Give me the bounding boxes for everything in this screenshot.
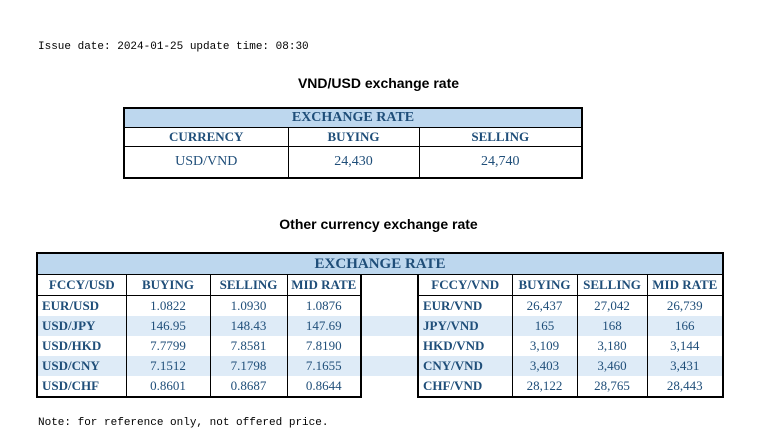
column-header-fccy-vnd: FCCY/VND — [417, 274, 513, 296]
mid-rate-cell: 1.0876 — [286, 295, 362, 316]
spacer-cell — [361, 376, 418, 397]
buying-rate-cell: 7.1512 — [125, 356, 211, 376]
column-header-selling: SELLING — [418, 127, 583, 147]
mid-rate-cell: 3,144 — [646, 336, 725, 356]
buying-rate-cell: 3,109 — [511, 336, 578, 356]
table-row: USD/CHF 0.8601 0.8687 0.8644 CHF/VND 28,… — [36, 376, 725, 398]
table-row: EUR/USD 1.0822 1.0930 1.0876 EUR/VND 26,… — [36, 295, 725, 317]
table-row: USD/JPY 146.95 148.43 147.69 JPY/VND 165… — [36, 316, 725, 336]
table-row: USD/CNY 7.1512 7.1798 7.1655 CNY/VND 3,4… — [36, 356, 725, 376]
column-header-selling: SELLING — [209, 274, 288, 296]
currency-pair-cell: EUR/USD — [36, 295, 127, 316]
mid-rate-cell: 147.69 — [286, 316, 362, 336]
column-header-buying: BUYING — [287, 127, 420, 147]
selling-rate-cell: 1.0930 — [209, 295, 288, 316]
column-header-fccy-usd: FCCY/USD — [36, 274, 127, 296]
currency-pair-cell: HKD/VND — [417, 336, 513, 356]
column-header-row: FCCY/USD BUYING SELLING MID RATE FCCY/VN… — [36, 274, 725, 296]
note-line: Note: for reference only, not offered pr… — [38, 417, 329, 429]
usd-table-title: VND/USD exchange rate — [297, 75, 460, 91]
column-header-currency: CURRENCY — [123, 127, 289, 147]
vnd-usd-exchange-rate-table: EXCHANGE RATE CURRENCY BUYING SELLING US… — [123, 107, 583, 179]
selling-rate-cell: 3,180 — [576, 336, 648, 356]
column-header-buying: BUYING — [511, 274, 578, 296]
selling-rate-cell: 7.1798 — [209, 356, 288, 376]
currency-pair-cell: USD/CNY — [36, 356, 127, 376]
table-banner: EXCHANGE RATE — [123, 107, 583, 128]
other-table-title: Other currency exchange rate — [279, 216, 478, 232]
mid-rate-cell: 3,431 — [646, 356, 725, 376]
currency-pair-cell: JPY/VND — [417, 316, 513, 336]
buying-rate-cell: 146.95 — [125, 316, 211, 336]
mid-rate-cell: 7.1655 — [286, 356, 362, 376]
column-header-buying: BUYING — [125, 274, 211, 296]
selling-rate-cell: 27,042 — [576, 295, 648, 316]
buying-rate-cell: 7.7799 — [125, 336, 211, 356]
spacer-cell — [361, 296, 418, 317]
spacer-cell — [361, 336, 418, 356]
selling-rate-cell: 7.8581 — [209, 336, 288, 356]
currency-pair-cell: USD/HKD — [36, 336, 127, 356]
column-header-selling: SELLING — [576, 274, 648, 296]
selling-rate-cell: 3,460 — [576, 356, 648, 376]
buying-rate-cell: 24,430 — [287, 146, 420, 179]
table-row: USD/VND 24,430 24,740 — [123, 146, 583, 179]
buying-rate-cell: 1.0822 — [125, 295, 211, 316]
column-header-mid-rate: MID RATE — [286, 274, 362, 296]
currency-pair-cell: CNY/VND — [417, 356, 513, 376]
buying-rate-cell: 28,122 — [511, 376, 578, 398]
column-header-mid-rate: MID RATE — [646, 274, 725, 296]
buying-rate-cell: 0.8601 — [125, 376, 211, 398]
selling-rate-cell: 28,765 — [576, 376, 648, 398]
currency-pair-cell: EUR/VND — [417, 295, 513, 316]
buying-rate-cell: 3,403 — [511, 356, 578, 376]
currency-pair-cell: USD/CHF — [36, 376, 127, 398]
buying-rate-cell: 26,437 — [511, 295, 578, 316]
mid-rate-cell: 7.8190 — [286, 336, 362, 356]
selling-rate-cell: 168 — [576, 316, 648, 336]
issue-date-line: Issue date: 2024-01-25 update time: 08:3… — [38, 41, 309, 53]
spacer-cell — [361, 275, 418, 296]
table-row: USD/HKD 7.7799 7.8581 7.8190 HKD/VND 3,1… — [36, 336, 725, 356]
currency-pair-cell: USD/VND — [123, 146, 289, 179]
spacer-cell — [361, 356, 418, 376]
table-banner: EXCHANGE RATE — [35, 252, 725, 275]
column-header-row: CURRENCY BUYING SELLING — [123, 127, 583, 147]
buying-rate-cell: 165 — [511, 316, 578, 336]
mid-rate-cell: 166 — [646, 316, 725, 336]
other-currency-exchange-rate-table: EXCHANGE RATE FCCY/USD BUYING SELLING MI… — [35, 252, 725, 398]
selling-rate-cell: 148.43 — [209, 316, 288, 336]
selling-rate-cell: 0.8687 — [209, 376, 288, 398]
currency-pair-cell: CHF/VND — [417, 376, 513, 398]
spacer-cell — [361, 316, 418, 336]
mid-rate-cell: 0.8644 — [286, 376, 362, 398]
selling-rate-cell: 24,740 — [418, 146, 583, 179]
mid-rate-cell: 26,739 — [646, 295, 725, 316]
currency-pair-cell: USD/JPY — [36, 316, 127, 336]
mid-rate-cell: 28,443 — [646, 376, 725, 398]
